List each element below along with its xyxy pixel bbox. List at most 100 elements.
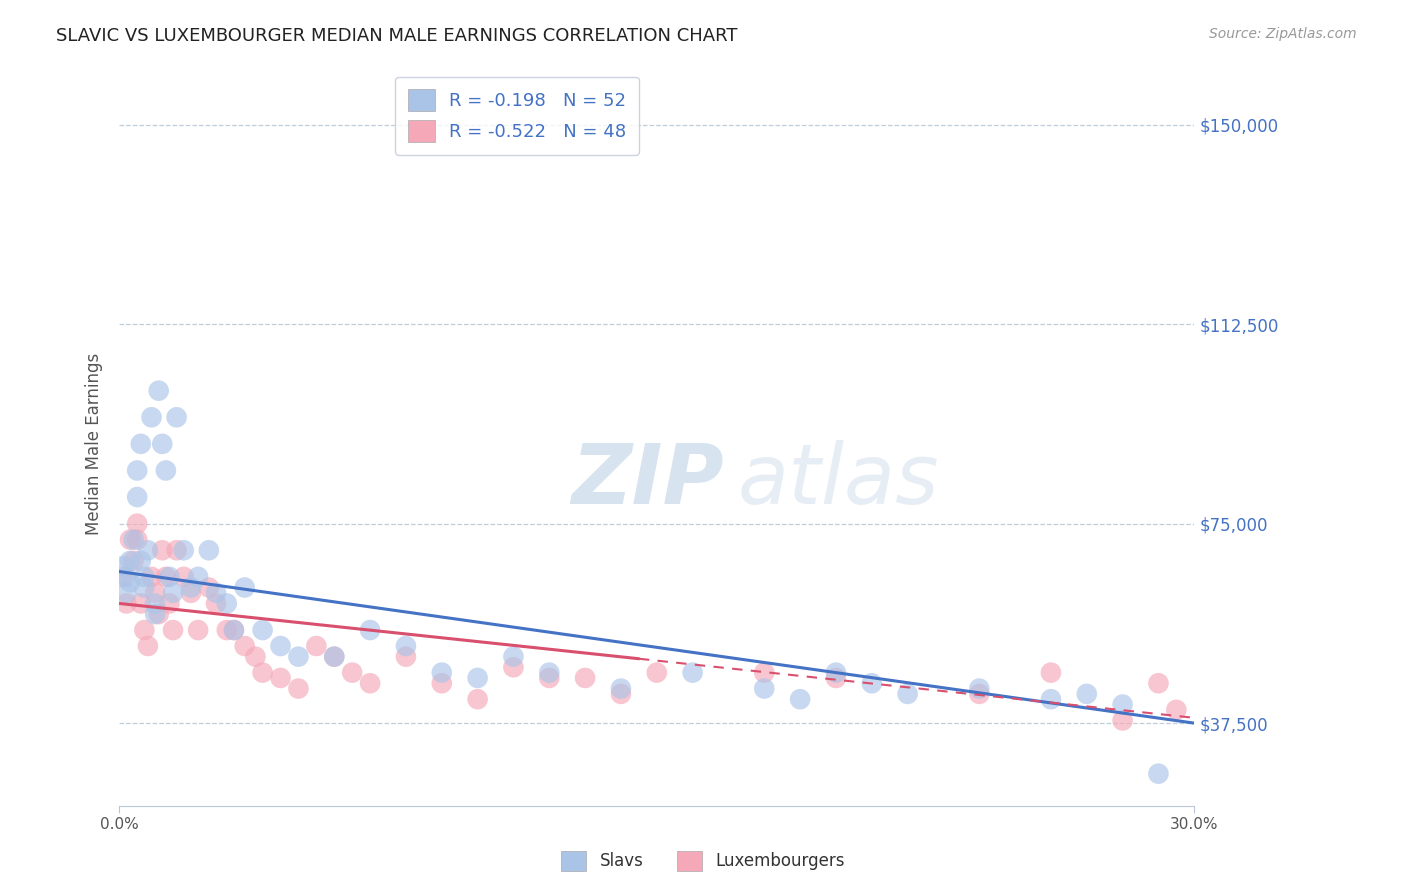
Point — [860, 676, 883, 690]
Point — [115, 586, 138, 600]
Point — [173, 543, 195, 558]
Text: Source: ZipAtlas.com: Source: ZipAtlas.com — [1209, 27, 1357, 41]
Point — [1111, 698, 1133, 712]
Point — [118, 533, 141, 547]
Point — [359, 623, 381, 637]
Point — [198, 543, 221, 558]
Point — [270, 671, 292, 685]
Point — [467, 692, 489, 706]
Point — [111, 559, 134, 574]
Point — [682, 665, 704, 680]
Point — [118, 575, 141, 590]
Point — [148, 607, 170, 621]
Text: ZIP: ZIP — [571, 440, 724, 521]
Point — [969, 687, 991, 701]
Point — [969, 681, 991, 696]
Point — [252, 623, 274, 637]
Point — [150, 437, 173, 451]
Point — [162, 623, 184, 637]
Point — [134, 623, 156, 637]
Point — [180, 586, 202, 600]
Point — [1039, 692, 1062, 706]
Legend: Slavs, Luxembourgers: Slavs, Luxembourgers — [553, 842, 853, 880]
Point — [173, 570, 195, 584]
Point — [287, 681, 309, 696]
Point — [610, 681, 633, 696]
Point — [143, 607, 166, 621]
Point — [270, 639, 292, 653]
Point — [897, 687, 920, 701]
Point — [233, 581, 256, 595]
Point — [305, 639, 328, 653]
Point — [166, 543, 188, 558]
Point — [155, 463, 177, 477]
Point — [127, 463, 149, 477]
Point — [115, 570, 138, 584]
Point — [252, 665, 274, 680]
Point — [159, 597, 181, 611]
Point — [187, 570, 209, 584]
Point — [127, 490, 149, 504]
Point — [122, 533, 145, 547]
Text: SLAVIC VS LUXEMBOURGER MEDIAN MALE EARNINGS CORRELATION CHART: SLAVIC VS LUXEMBOURGER MEDIAN MALE EARNI… — [56, 27, 738, 45]
Point — [136, 639, 159, 653]
Point — [825, 665, 848, 680]
Point — [150, 543, 173, 558]
Point — [159, 570, 181, 584]
Point — [1147, 676, 1170, 690]
Point — [136, 543, 159, 558]
Point — [134, 581, 156, 595]
Point — [187, 623, 209, 637]
Point — [430, 676, 453, 690]
Point — [574, 671, 596, 685]
Point — [129, 554, 152, 568]
Point — [1111, 714, 1133, 728]
Point — [323, 649, 346, 664]
Point — [1039, 665, 1062, 680]
Point — [129, 437, 152, 451]
Point — [127, 516, 149, 531]
Point — [789, 692, 811, 706]
Point — [205, 586, 228, 600]
Point — [287, 649, 309, 664]
Y-axis label: Median Male Earnings: Median Male Earnings — [86, 352, 103, 535]
Point — [395, 649, 418, 664]
Point — [180, 581, 202, 595]
Point — [610, 687, 633, 701]
Point — [1076, 687, 1098, 701]
Point — [129, 597, 152, 611]
Point — [430, 665, 453, 680]
Point — [645, 665, 668, 680]
Point — [359, 676, 381, 690]
Point — [162, 586, 184, 600]
Point — [1147, 766, 1170, 780]
Point — [143, 586, 166, 600]
Point — [215, 597, 238, 611]
Point — [538, 671, 561, 685]
Text: atlas: atlas — [737, 440, 939, 521]
Point — [205, 597, 228, 611]
Point — [825, 671, 848, 685]
Point — [118, 554, 141, 568]
Point — [155, 570, 177, 584]
Point — [502, 649, 524, 664]
Point — [166, 410, 188, 425]
Point — [233, 639, 256, 653]
Point — [323, 649, 346, 664]
Point — [395, 639, 418, 653]
Point — [148, 384, 170, 398]
Point — [127, 533, 149, 547]
Point — [141, 570, 163, 584]
Point — [215, 623, 238, 637]
Point — [143, 597, 166, 611]
Point — [340, 665, 363, 680]
Point — [222, 623, 245, 637]
Point — [111, 570, 134, 584]
Point — [467, 671, 489, 685]
Point — [245, 649, 267, 664]
Point — [502, 660, 524, 674]
Point — [122, 554, 145, 568]
Point — [754, 681, 776, 696]
Point — [222, 623, 245, 637]
Point — [1166, 703, 1188, 717]
